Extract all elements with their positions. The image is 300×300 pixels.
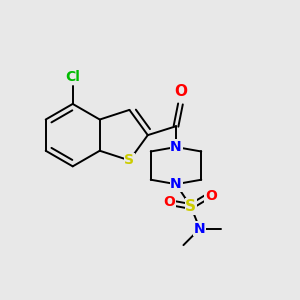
Text: N: N — [194, 222, 206, 236]
Text: S: S — [124, 153, 134, 167]
Text: O: O — [163, 195, 175, 209]
Text: N: N — [170, 177, 182, 191]
Text: O: O — [174, 85, 187, 100]
Text: N: N — [170, 140, 182, 154]
Text: S: S — [185, 199, 197, 214]
Text: O: O — [205, 189, 217, 203]
Text: Cl: Cl — [65, 70, 80, 84]
